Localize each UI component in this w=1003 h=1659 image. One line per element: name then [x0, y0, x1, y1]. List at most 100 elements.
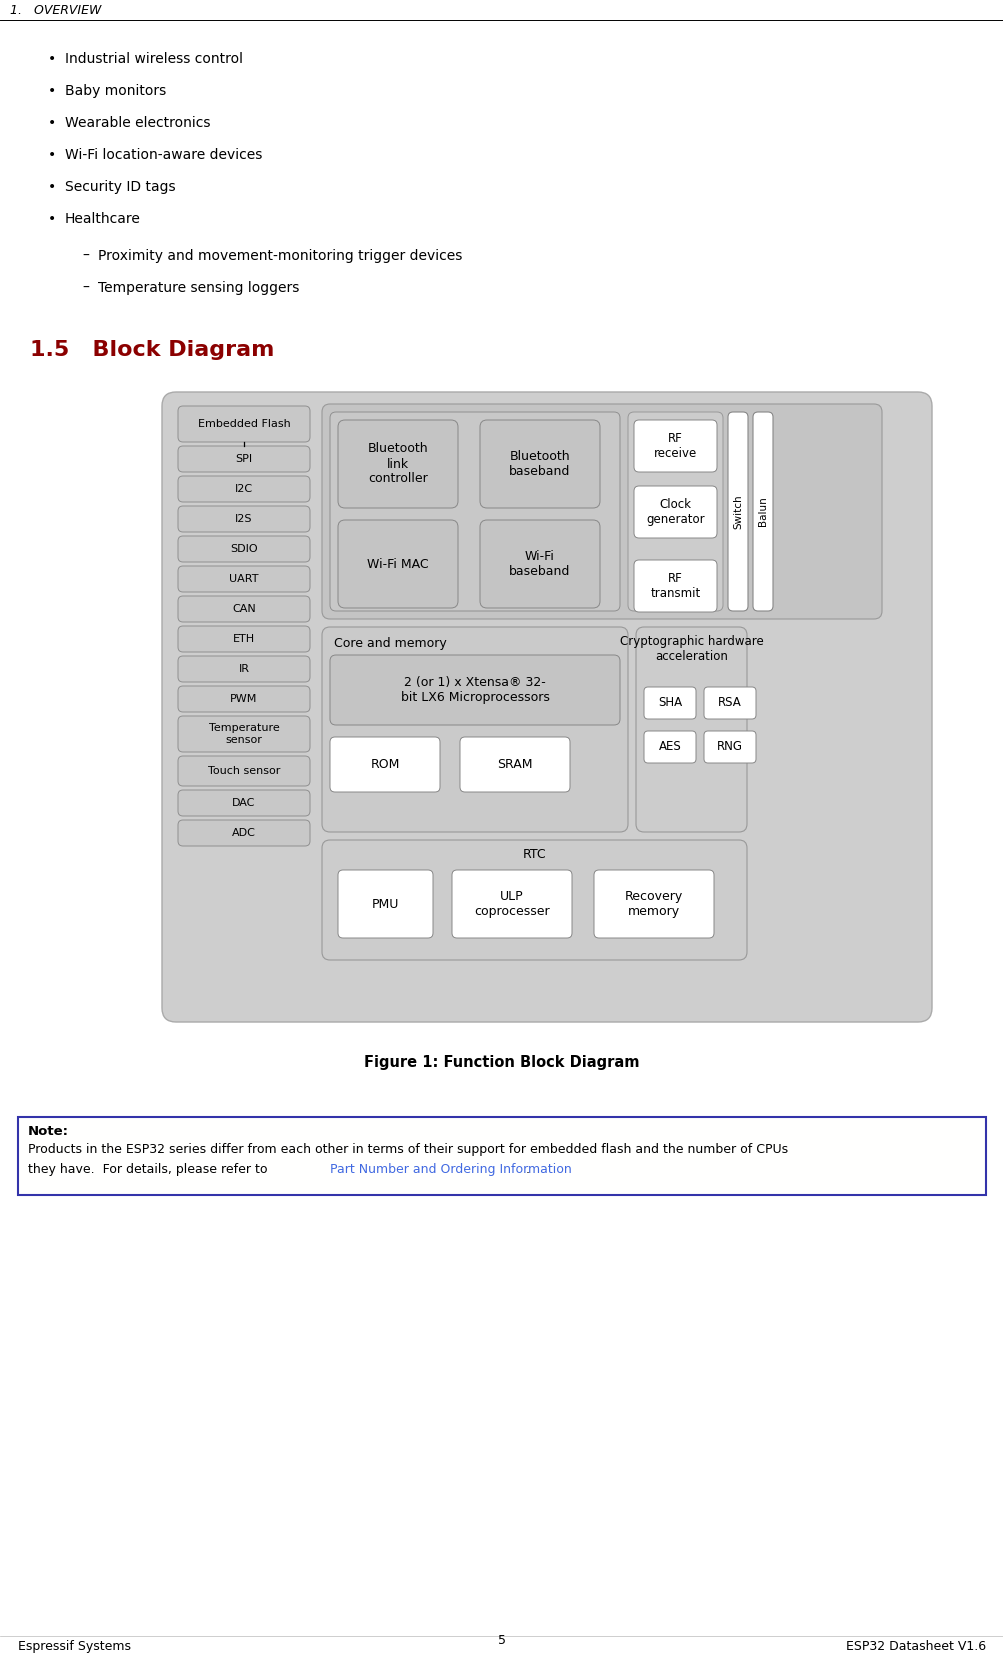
- FancyBboxPatch shape: [178, 446, 310, 473]
- Text: 5: 5: [497, 1634, 506, 1646]
- FancyBboxPatch shape: [178, 687, 310, 712]
- FancyBboxPatch shape: [322, 839, 746, 961]
- Text: RF
receive: RF receive: [653, 431, 696, 460]
- FancyBboxPatch shape: [643, 732, 695, 763]
- FancyBboxPatch shape: [594, 869, 713, 937]
- Text: ADC: ADC: [232, 828, 256, 838]
- FancyBboxPatch shape: [322, 627, 627, 833]
- FancyBboxPatch shape: [330, 737, 439, 791]
- Text: Wi-Fi location-aware devices: Wi-Fi location-aware devices: [65, 148, 262, 163]
- Text: they have.  For details, please refer to: they have. For details, please refer to: [28, 1163, 271, 1176]
- Text: .: .: [526, 1163, 530, 1176]
- FancyBboxPatch shape: [178, 757, 310, 786]
- Text: AES: AES: [658, 740, 681, 753]
- FancyBboxPatch shape: [330, 655, 620, 725]
- Text: Core and memory: Core and memory: [334, 637, 446, 650]
- Text: ESP32 Datasheet V1.6: ESP32 Datasheet V1.6: [846, 1641, 985, 1652]
- Text: •: •: [48, 148, 56, 163]
- Text: Espressif Systems: Espressif Systems: [18, 1641, 130, 1652]
- Text: CAN: CAN: [232, 604, 256, 614]
- Text: Recovery
memory: Recovery memory: [624, 889, 682, 917]
- FancyBboxPatch shape: [479, 420, 600, 508]
- FancyBboxPatch shape: [178, 536, 310, 562]
- FancyBboxPatch shape: [178, 596, 310, 622]
- Text: Bluetooth
baseband: Bluetooth baseband: [509, 450, 570, 478]
- Text: •: •: [48, 51, 56, 66]
- FancyBboxPatch shape: [161, 392, 931, 1022]
- Text: 1.5   Block Diagram: 1.5 Block Diagram: [30, 340, 274, 360]
- Text: SHA: SHA: [657, 697, 681, 710]
- Text: Switch: Switch: [732, 494, 742, 529]
- FancyBboxPatch shape: [633, 420, 716, 473]
- Text: Clock
generator: Clock generator: [646, 498, 704, 526]
- Text: •: •: [48, 116, 56, 129]
- Text: –: –: [82, 249, 89, 264]
- FancyBboxPatch shape: [338, 420, 457, 508]
- FancyBboxPatch shape: [178, 820, 310, 846]
- Text: •: •: [48, 85, 56, 98]
- FancyBboxPatch shape: [643, 687, 695, 718]
- FancyBboxPatch shape: [459, 737, 570, 791]
- Text: Baby monitors: Baby monitors: [65, 85, 166, 98]
- Text: Figure 1: Function Block Diagram: Figure 1: Function Block Diagram: [364, 1055, 639, 1070]
- FancyBboxPatch shape: [178, 790, 310, 816]
- FancyBboxPatch shape: [178, 476, 310, 503]
- Text: SPI: SPI: [235, 455, 253, 465]
- FancyBboxPatch shape: [633, 486, 716, 538]
- FancyBboxPatch shape: [178, 506, 310, 533]
- Text: •: •: [48, 179, 56, 194]
- FancyBboxPatch shape: [703, 687, 755, 718]
- Text: Cryptographic hardware
acceleration: Cryptographic hardware acceleration: [619, 635, 762, 664]
- Text: UART: UART: [229, 574, 259, 584]
- Text: 1.   OVERVIEW: 1. OVERVIEW: [10, 3, 101, 17]
- Text: I2C: I2C: [235, 484, 253, 494]
- Text: Industrial wireless control: Industrial wireless control: [65, 51, 243, 66]
- Text: Wi-Fi MAC: Wi-Fi MAC: [367, 557, 428, 571]
- Text: Healthcare: Healthcare: [65, 212, 140, 226]
- FancyBboxPatch shape: [178, 566, 310, 592]
- Text: RTC: RTC: [523, 848, 546, 861]
- FancyBboxPatch shape: [479, 519, 600, 607]
- Text: Temperature sensing loggers: Temperature sensing loggers: [98, 280, 299, 295]
- Text: SDIO: SDIO: [230, 544, 258, 554]
- Text: –: –: [82, 280, 89, 295]
- FancyBboxPatch shape: [633, 561, 716, 612]
- Text: Embedded Flash: Embedded Flash: [198, 420, 290, 430]
- Text: •: •: [48, 212, 56, 226]
- Text: Note:: Note:: [28, 1125, 69, 1138]
- Text: SRAM: SRAM: [496, 758, 533, 771]
- FancyBboxPatch shape: [338, 869, 432, 937]
- Text: RNG: RNG: [716, 740, 742, 753]
- Text: Part Number and Ordering Information: Part Number and Ordering Information: [330, 1163, 571, 1176]
- FancyBboxPatch shape: [178, 625, 310, 652]
- Text: RF
transmit: RF transmit: [650, 572, 700, 601]
- FancyBboxPatch shape: [727, 411, 747, 611]
- Text: I2S: I2S: [235, 514, 253, 524]
- Text: Balun: Balun: [757, 496, 767, 526]
- Text: IR: IR: [239, 664, 250, 674]
- FancyBboxPatch shape: [635, 627, 746, 833]
- Text: 2 (or 1) x Xtensa® 32-
bit LX6 Microprocessors: 2 (or 1) x Xtensa® 32- bit LX6 Microproc…: [400, 675, 549, 703]
- FancyBboxPatch shape: [451, 869, 572, 937]
- FancyBboxPatch shape: [178, 406, 310, 441]
- Text: RSA: RSA: [717, 697, 741, 710]
- Text: Proximity and movement-monitoring trigger devices: Proximity and movement-monitoring trigge…: [98, 249, 462, 264]
- FancyBboxPatch shape: [322, 405, 881, 619]
- Text: Wearable electronics: Wearable electronics: [65, 116, 211, 129]
- Text: Bluetooth
link
controller: Bluetooth link controller: [367, 443, 428, 486]
- FancyBboxPatch shape: [752, 411, 772, 611]
- Text: ULP
coprocesser: ULP coprocesser: [473, 889, 550, 917]
- Text: PMU: PMU: [371, 898, 399, 911]
- Text: DAC: DAC: [232, 798, 256, 808]
- Text: Touch sensor: Touch sensor: [208, 766, 280, 776]
- Text: Temperature
sensor: Temperature sensor: [209, 723, 279, 745]
- FancyBboxPatch shape: [627, 411, 722, 611]
- FancyBboxPatch shape: [338, 519, 457, 607]
- Text: ETH: ETH: [233, 634, 255, 644]
- Text: ROM: ROM: [370, 758, 399, 771]
- Text: Security ID tags: Security ID tags: [65, 179, 176, 194]
- Text: PWM: PWM: [230, 693, 258, 703]
- FancyBboxPatch shape: [703, 732, 755, 763]
- Bar: [18, 1117, 985, 1194]
- FancyBboxPatch shape: [178, 717, 310, 752]
